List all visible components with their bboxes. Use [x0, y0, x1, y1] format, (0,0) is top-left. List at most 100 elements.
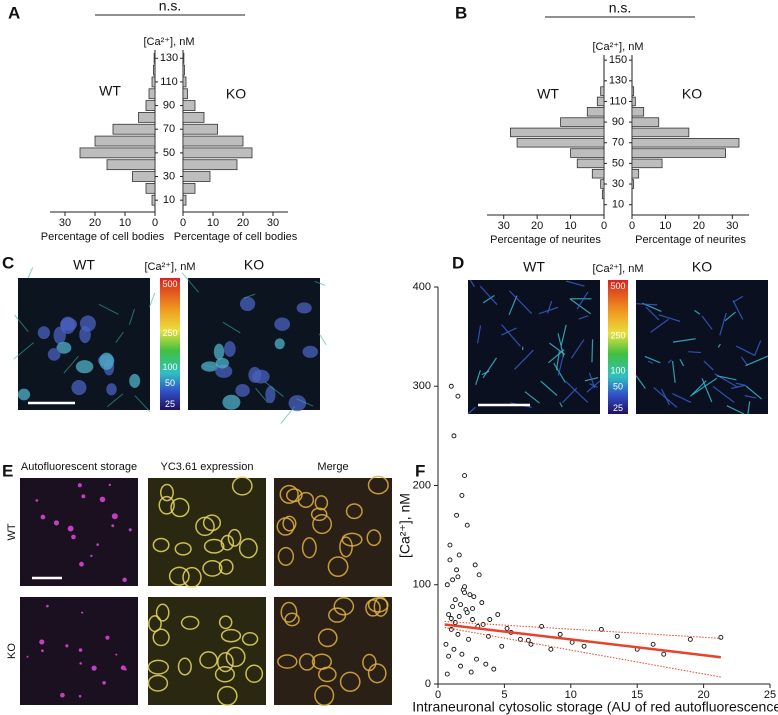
fiber: [476, 325, 482, 344]
bar: [112, 123, 156, 135]
bar: [145, 182, 156, 194]
y-tick-label: 10: [612, 199, 624, 211]
bar: [576, 158, 605, 169]
point: [467, 592, 473, 598]
fiber: [701, 315, 713, 330]
point: [462, 473, 468, 479]
x-tick-label: 30: [726, 220, 738, 232]
granule: [78, 694, 82, 698]
bar: [182, 52, 185, 64]
cell-ring: [218, 615, 233, 630]
annotation: n.s.: [159, 0, 182, 14]
point: [479, 600, 485, 606]
bar: [631, 127, 690, 138]
fiber: [658, 314, 681, 322]
cell: [106, 383, 117, 396]
column-title: Autofluorescent storage: [21, 461, 137, 473]
fiber: [717, 343, 721, 348]
cell: [79, 325, 91, 344]
micrograph: [148, 478, 266, 586]
granule: [96, 543, 99, 546]
cell-ring: [282, 515, 297, 532]
bar: [182, 171, 211, 182]
point: [464, 610, 470, 615]
fiber: [314, 280, 326, 286]
fiber: [559, 402, 563, 408]
colorbar-label: 250: [610, 331, 625, 341]
point: [487, 617, 493, 622]
x-tick-label: 20: [531, 220, 543, 232]
bar: [182, 123, 218, 135]
bar: [182, 159, 238, 171]
fiber: [501, 324, 521, 347]
fiber: [243, 293, 256, 299]
panel-letter: A: [8, 3, 20, 22]
y-tick-label: 90: [612, 116, 624, 128]
fiber: [724, 311, 736, 322]
granule: [102, 680, 106, 685]
cell: [47, 348, 61, 361]
bar: [79, 147, 156, 159]
granule: [60, 692, 65, 698]
cell-ring: [218, 558, 234, 575]
bar: [631, 107, 645, 117]
cell-ring: [297, 491, 315, 508]
fiber: [63, 355, 79, 374]
fiber: [635, 375, 646, 389]
colorbar: [608, 280, 628, 414]
fiber: [547, 300, 553, 314]
fiber: [27, 267, 34, 279]
cell-ring: [341, 532, 363, 547]
cell: [71, 380, 87, 396]
fiber: [481, 370, 490, 376]
x-axis-title: Percentage of neurites: [490, 234, 601, 246]
bar: [631, 117, 660, 127]
cell-ring: [314, 684, 335, 707]
point: [456, 552, 462, 558]
cell: [235, 384, 250, 397]
cell-ring: [220, 628, 242, 643]
bar: [560, 117, 605, 127]
micrograph: [20, 597, 138, 705]
cell-ring: [170, 497, 190, 518]
colorbar-label: 50: [165, 378, 175, 388]
bar: [631, 168, 640, 179]
fiber: [255, 387, 269, 404]
cell: [60, 316, 76, 334]
bar: [631, 148, 726, 158]
column-title: Merge: [317, 461, 348, 473]
fiber: [740, 356, 748, 365]
x-tick-label: 20: [89, 217, 101, 229]
granule: [40, 514, 46, 520]
cell-ring: [202, 559, 223, 577]
cell-ring: [276, 517, 295, 536]
granule: [71, 534, 76, 540]
fiber: [716, 375, 737, 381]
bar: [94, 135, 156, 147]
cell-ring: [147, 659, 169, 675]
granule: [115, 653, 118, 656]
x-tick-label: 0: [601, 220, 607, 232]
granule: [65, 644, 69, 648]
granule: [77, 483, 82, 488]
y-tick-label: 30: [612, 178, 624, 190]
fiber: [514, 349, 534, 370]
fiber: [540, 380, 558, 396]
y-tick-label: 70: [163, 123, 175, 135]
bar: [516, 138, 605, 148]
cell-ring: [168, 566, 190, 586]
point: [459, 492, 465, 498]
fiber: [712, 385, 735, 403]
y-tick-label: 400: [413, 281, 431, 293]
fiber: [672, 338, 696, 343]
granule: [99, 496, 106, 503]
y-tick-label: 100: [413, 579, 431, 591]
cell: [224, 341, 236, 357]
cell-ring: [217, 651, 234, 673]
y-tick-label: 90: [163, 99, 175, 111]
colorbar-label: 25: [165, 399, 175, 409]
cell-ring: [241, 632, 259, 646]
point: [446, 653, 452, 659]
fiber: [318, 333, 327, 346]
bar: [600, 179, 605, 189]
